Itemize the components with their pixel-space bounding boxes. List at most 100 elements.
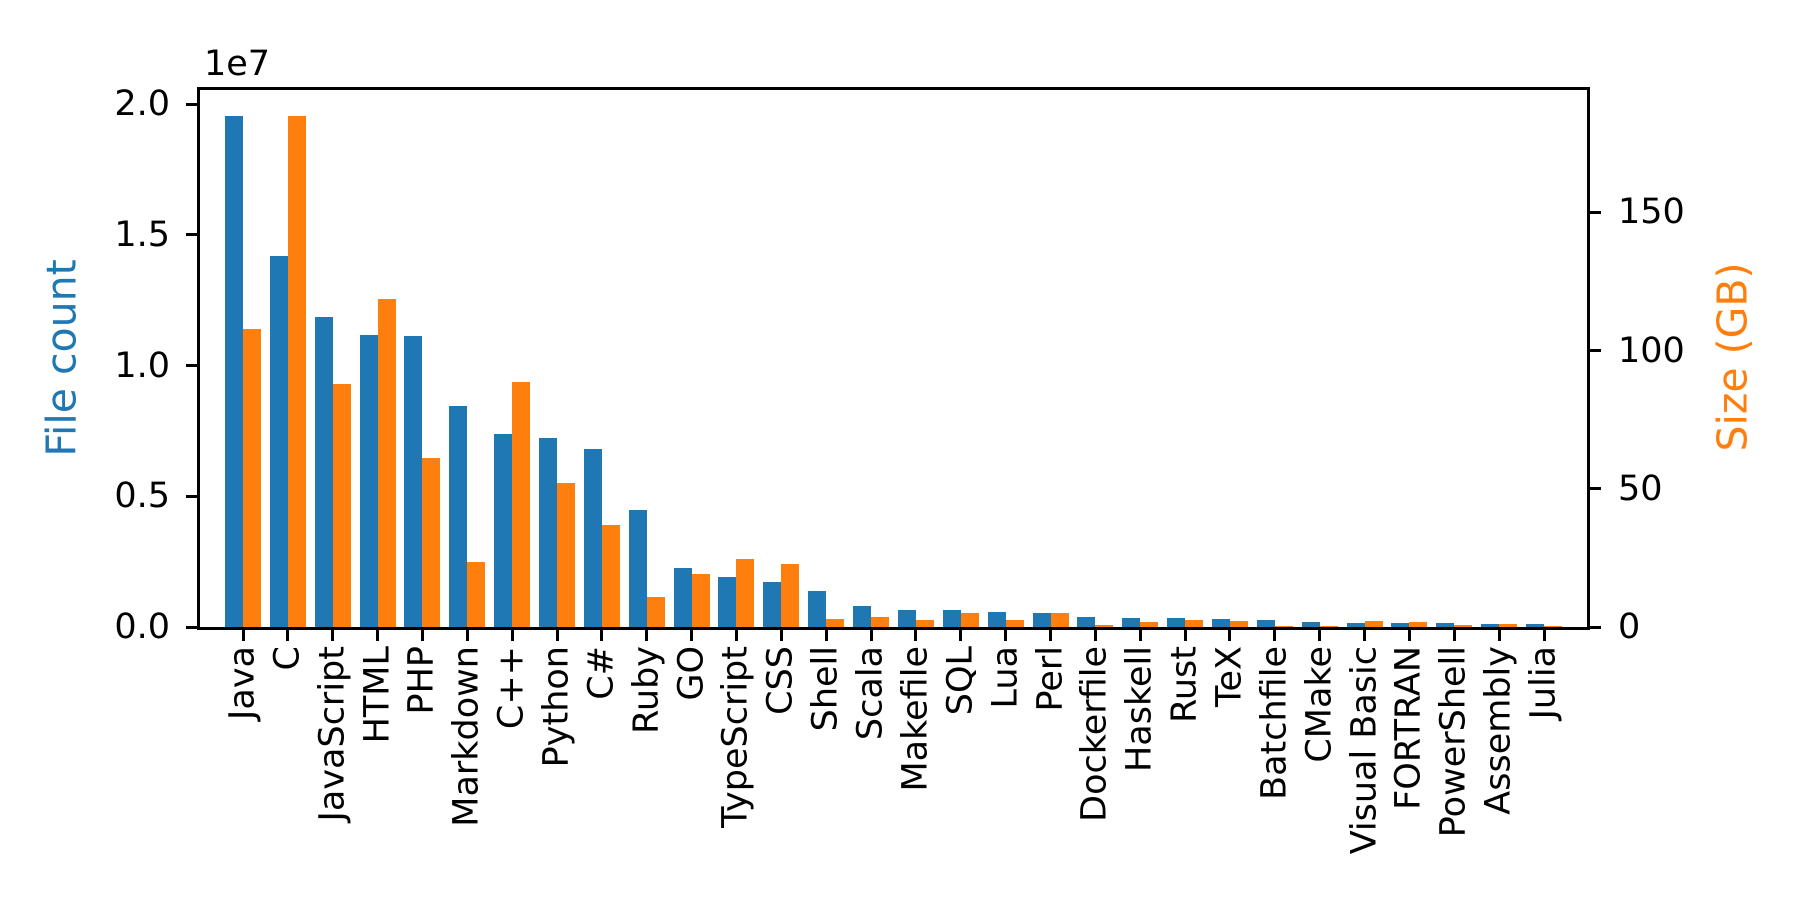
x-tick: [510, 630, 514, 641]
x-tick: [734, 630, 738, 641]
bar-size-shell: [826, 618, 845, 627]
x-tick: [465, 630, 469, 641]
x-tick: [645, 630, 649, 641]
bar-file-count-typescript: [718, 576, 737, 627]
y-tick-label-right-0: 0: [1618, 607, 1641, 647]
bar-size-dockerfile: [1095, 625, 1114, 627]
x-tick: [914, 630, 918, 641]
y-tick-label-left-1.5: 1.5: [114, 214, 170, 255]
x-tick-label-ruby: Ruby: [626, 646, 667, 734]
bar-file-count-julia: [1526, 624, 1544, 627]
y-tick-right: [1590, 487, 1601, 491]
y-tick-left: [186, 102, 197, 106]
x-tick-label-perl: Perl: [1030, 646, 1071, 712]
x-tick-label-dockerfile: Dockerfile: [1075, 646, 1115, 822]
x-tick-label-scala: Scala: [850, 646, 891, 741]
bar-file-count-sql: [942, 610, 961, 627]
x-tick-label-javascript: JavaScript: [312, 646, 353, 822]
y-tick-right: [1590, 349, 1601, 353]
bar-file-count-markdown: [449, 405, 468, 627]
x-tick-label-sql: SQL: [940, 646, 981, 716]
bar-file-count-c: [494, 433, 513, 627]
bar-file-count-makefile: [897, 610, 916, 627]
x-tick: [331, 630, 335, 641]
x-tick-label-lua: Lua: [985, 646, 1026, 709]
bar-size-haskell: [1140, 621, 1159, 627]
bar-size-html: [377, 299, 396, 627]
y-tick-label-left-0.0: 0.0: [114, 607, 170, 647]
bar-file-count-python: [539, 438, 558, 627]
y-tick-left: [186, 233, 197, 237]
bar-file-count-javascript: [314, 317, 333, 627]
bar-file-count-dockerfile: [1077, 616, 1096, 627]
bar-size-rust: [1185, 619, 1204, 627]
x-tick: [869, 630, 873, 641]
x-tick-label-haskell: Haskell: [1119, 646, 1160, 773]
y-tick-right: [1590, 625, 1601, 629]
bar-file-count-scala: [853, 605, 872, 627]
bar-size-c: [601, 524, 620, 627]
x-tick: [1004, 630, 1008, 641]
bar-size-tex: [1229, 620, 1248, 627]
y-tick-left: [186, 625, 197, 629]
x-tick: [555, 630, 559, 641]
y-tick-label-left-2.0: 2.0: [114, 84, 170, 125]
x-tick-label-rust: Rust: [1164, 646, 1205, 723]
x-tick-label-html: HTML: [357, 646, 398, 744]
bar-size-markdown: [467, 562, 486, 627]
x-tick: [1228, 630, 1232, 641]
x-tick: [1318, 630, 1322, 641]
x-tick-label-python: Python: [536, 646, 577, 768]
x-tick: [1363, 630, 1367, 641]
x-tick: [1049, 630, 1053, 641]
bar-file-count-powershell: [1436, 623, 1455, 627]
bar-size-batchfile: [1274, 625, 1293, 627]
bar-file-count-batchfile: [1256, 620, 1275, 627]
x-tick-label-go: GO: [671, 646, 712, 701]
bar-file-count-ruby: [628, 510, 647, 627]
y-tick-label-left-0.5: 0.5: [114, 476, 170, 517]
x-tick-label-c: C++: [491, 646, 532, 730]
bar-size-php: [422, 458, 441, 627]
bar-file-count-html: [359, 335, 378, 627]
x-tick: [420, 630, 424, 641]
bar-size-powershell: [1454, 624, 1473, 627]
bar-size-sql: [960, 612, 979, 627]
bar-file-count-java: [225, 115, 243, 627]
bar-file-count-c: [583, 448, 602, 627]
bar-size-fortran: [1409, 621, 1428, 627]
x-tick-label-markdown: Markdown: [446, 646, 487, 827]
bar-file-count-cmake: [1301, 621, 1320, 627]
x-tick-label-fortran: FORTRAN: [1389, 646, 1430, 810]
bar-file-count-perl: [1032, 613, 1051, 627]
x-tick-label-julia: Julia: [1523, 646, 1564, 720]
bar-size-lua: [1005, 620, 1024, 627]
x-tick: [376, 630, 380, 641]
bar-file-count-visual-basic: [1346, 622, 1365, 627]
bar-size-c: [512, 382, 531, 627]
bar-size-javascript: [332, 383, 351, 627]
bar-file-count-css: [763, 582, 782, 627]
bar-size-python: [557, 483, 576, 627]
x-tick-label-php: PHP: [402, 646, 443, 715]
bar-file-count-shell: [808, 591, 827, 627]
x-tick: [600, 630, 604, 641]
bar-file-count-assembly: [1481, 624, 1500, 627]
x-tick-label-java: Java: [222, 646, 263, 720]
bar-file-count-go: [673, 568, 692, 627]
bar-size-css: [781, 563, 800, 627]
x-tick-label-assembly: Assembly: [1478, 646, 1519, 815]
bar-size-typescript: [736, 559, 755, 627]
bar-size-java: [243, 328, 261, 627]
x-tick: [1497, 630, 1501, 641]
x-tick-label-c: C#: [581, 646, 622, 700]
y-tick-right: [1590, 210, 1601, 214]
x-tick: [824, 630, 828, 641]
x-tick-label-tex: TeX: [1209, 646, 1250, 707]
bar-size-makefile: [915, 619, 934, 627]
x-tick-label-makefile: Makefile: [895, 646, 936, 792]
x-tick-label-visual-basic: Visual Basic: [1344, 646, 1385, 855]
bar-file-count-fortran: [1391, 623, 1410, 627]
x-tick: [241, 630, 245, 641]
bar-size-perl: [1050, 613, 1069, 627]
